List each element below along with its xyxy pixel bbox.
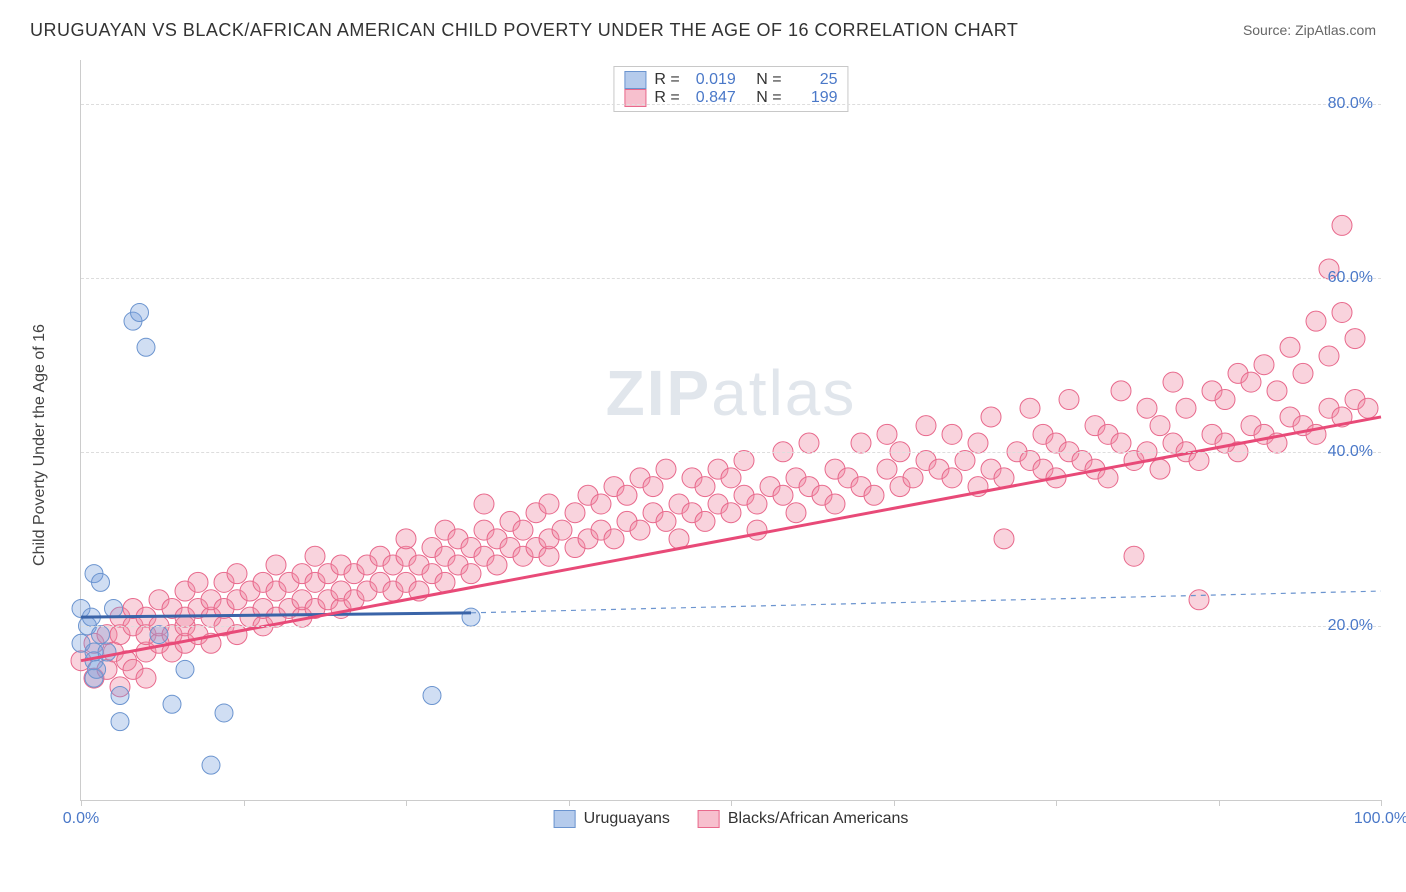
r-label: R = [654, 71, 679, 89]
chart-container: Child Poverty Under the Age of 16 ZIPatl… [50, 60, 1380, 830]
x-tick [1381, 800, 1382, 806]
y-tick-label: 20.0% [1328, 617, 1373, 635]
swatch-blue [624, 71, 646, 89]
stats-row-uruguayan: R = 0.019 N = 25 [624, 71, 837, 89]
gridline [81, 278, 1381, 279]
y-tick-label: 40.0% [1328, 443, 1373, 461]
legend-item-uruguayans: Uruguayans [554, 810, 670, 828]
x-tick [244, 800, 245, 806]
gridline [81, 626, 1381, 627]
gridline [81, 452, 1381, 453]
x-tick [894, 800, 895, 806]
y-tick-label: 60.0% [1328, 269, 1373, 287]
x-tick [1219, 800, 1220, 806]
x-tick [81, 800, 82, 806]
chart-title: URUGUAYAN VS BLACK/AFRICAN AMERICAN CHIL… [30, 20, 1018, 41]
legend-item-black: Blacks/African Americans [698, 810, 909, 828]
swatch-pink-icon [698, 810, 720, 828]
r-value-blue: 0.019 [688, 71, 736, 89]
x-tick [406, 800, 407, 806]
y-tick-label: 80.0% [1328, 95, 1373, 113]
legend-label-uruguayans: Uruguayans [584, 810, 670, 828]
legend-bottom: Uruguayans Blacks/African Americans [554, 810, 909, 828]
x-tick [731, 800, 732, 806]
x-tick [1056, 800, 1057, 806]
n-label: N = [756, 71, 781, 89]
n-value-blue: 25 [790, 71, 838, 89]
stats-legend-box: R = 0.019 N = 25 R = 0.847 N = 199 [613, 66, 848, 112]
legend-label-black: Blacks/African Americans [728, 810, 909, 828]
source-attribution: Source: ZipAtlas.com [1243, 22, 1376, 38]
swatch-blue-icon [554, 810, 576, 828]
x-axis-min-label: 0.0% [63, 810, 99, 828]
gridline [81, 104, 1381, 105]
y-axis-label: Child Poverty Under the Age of 16 [31, 324, 49, 566]
x-tick [569, 800, 570, 806]
x-axis-max-label: 100.0% [1354, 810, 1406, 828]
scatter-svg [81, 60, 1381, 800]
plot-area: ZIPatlas R = 0.019 N = 25 R = 0.847 N = … [80, 60, 1381, 801]
